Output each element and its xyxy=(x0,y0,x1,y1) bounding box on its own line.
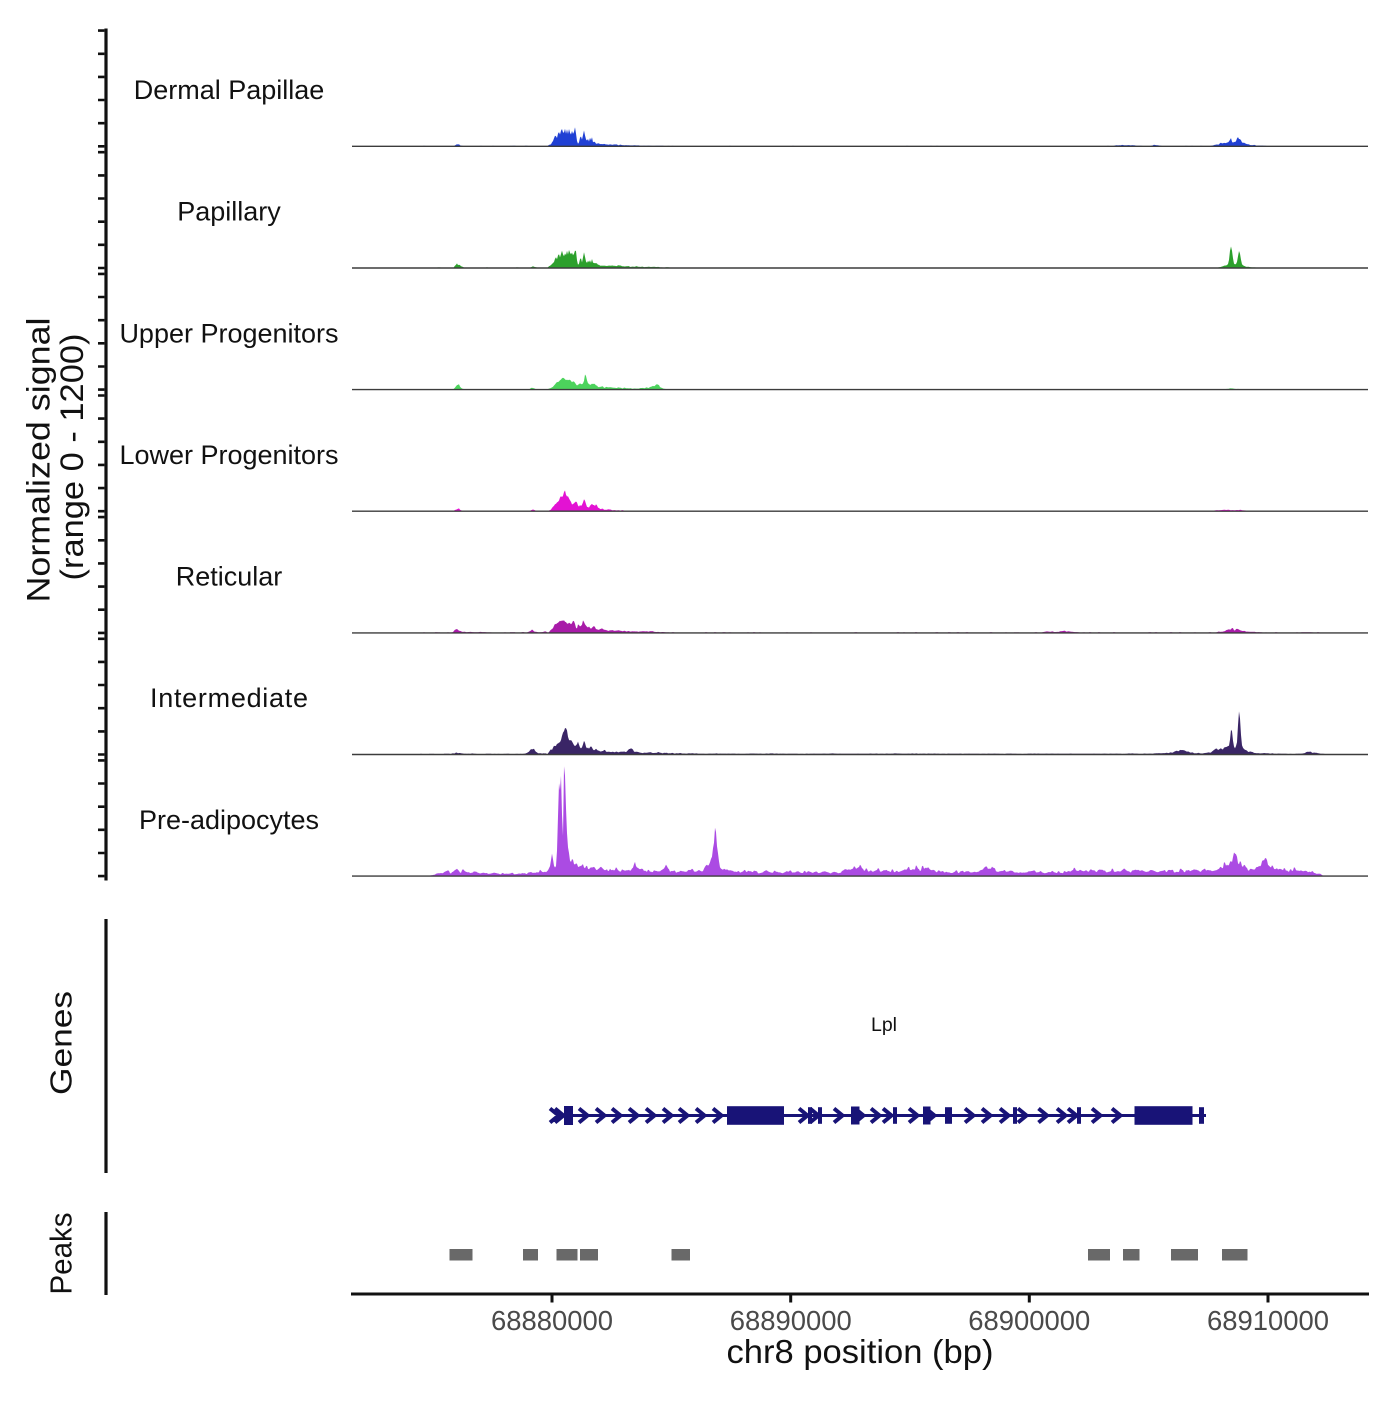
svg-text:Pre-adipocytes: Pre-adipocytes xyxy=(139,805,319,835)
svg-text:68910000: 68910000 xyxy=(1207,1305,1329,1336)
svg-text:Lpl: Lpl xyxy=(871,1014,897,1036)
svg-text:68880000: 68880000 xyxy=(491,1305,613,1336)
svg-text:Dermal Papillae: Dermal Papillae xyxy=(134,75,325,105)
svg-text:Reticular: Reticular xyxy=(176,562,283,592)
svg-text:Intermediate: Intermediate xyxy=(150,683,308,713)
svg-text:chr8 position (bp): chr8 position (bp) xyxy=(727,1333,994,1370)
svg-text:Peaks: Peaks xyxy=(44,1213,79,1295)
svg-text:68900000: 68900000 xyxy=(968,1305,1090,1336)
svg-text:Normalized signal: Normalized signal xyxy=(21,318,57,603)
svg-text:Upper Progenitors: Upper Progenitors xyxy=(119,318,338,348)
svg-text:(range 0 - 1200): (range 0 - 1200) xyxy=(54,334,90,581)
svg-text:68890000: 68890000 xyxy=(730,1305,852,1336)
svg-text:Papillary: Papillary xyxy=(177,197,281,227)
svg-text:Genes: Genes xyxy=(44,991,79,1095)
svg-text:Lower Progenitors: Lower Progenitors xyxy=(119,440,338,470)
